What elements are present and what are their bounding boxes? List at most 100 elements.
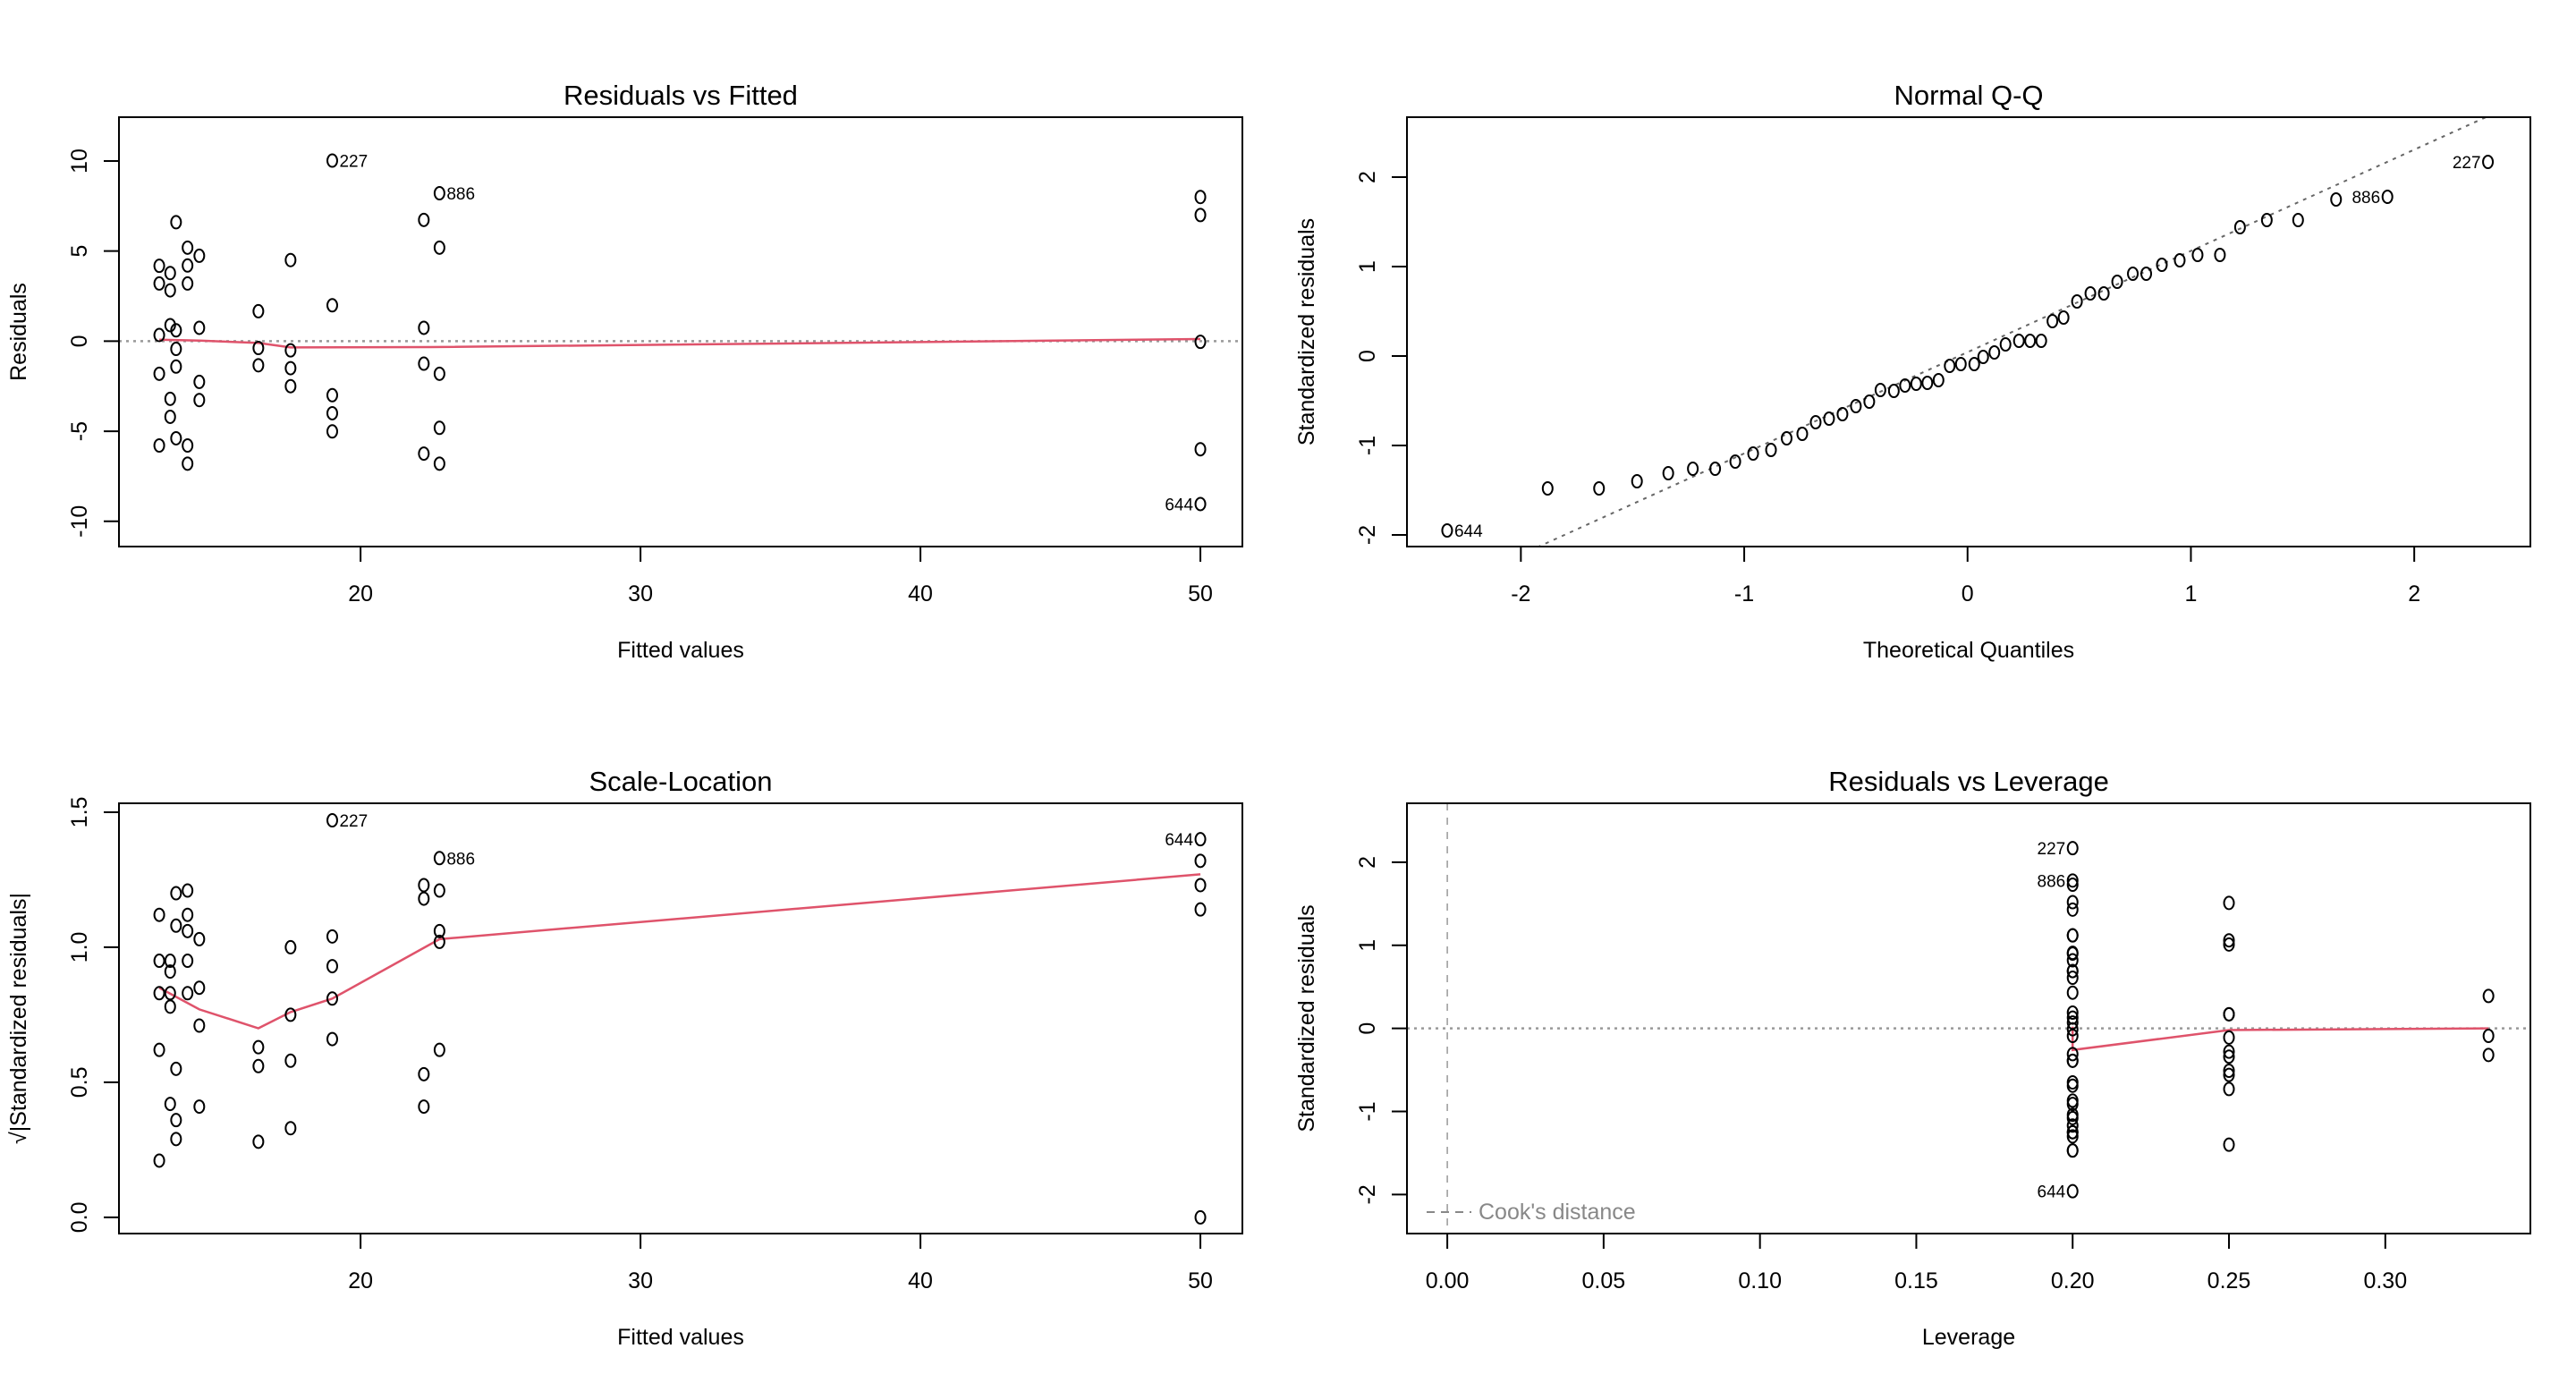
data-point: [170, 359, 182, 374]
data-point: [2066, 1107, 2079, 1123]
data-point: [164, 409, 176, 424]
data-point: [170, 1061, 182, 1076]
y-tick-label: -1: [1355, 436, 1380, 455]
cooks-distance-legend-label: Cook's distance: [1479, 1200, 1636, 1225]
data-point: [1968, 357, 1980, 371]
y-tick-label: -5: [67, 421, 92, 441]
data-point: [2223, 1067, 2235, 1082]
data-point: [2066, 953, 2079, 968]
data-point: [433, 420, 445, 436]
data-point: [433, 923, 445, 938]
data-point: [2046, 314, 2059, 328]
data-point: [2084, 286, 2097, 301]
data-point: [153, 986, 165, 1001]
outlier-label: 644: [1165, 496, 1193, 514]
data-point: [2330, 192, 2343, 207]
data-point: [1709, 462, 1722, 476]
data-point: [153, 1042, 165, 1057]
data-point: [193, 320, 206, 335]
data-point: [1194, 442, 1207, 457]
y-axis-label: Residuals: [6, 283, 31, 381]
data-point: [2156, 258, 2168, 272]
data-point: [2482, 988, 2495, 1004]
data-point: [2012, 334, 2025, 348]
data-point: [1850, 399, 1862, 413]
data-point: [418, 320, 430, 335]
plot-frame: [1406, 116, 2531, 547]
data-point: [1747, 446, 1759, 461]
data-point: [284, 252, 297, 267]
data-point: [1662, 466, 1674, 480]
data-point: [2223, 1006, 2235, 1022]
data-point: [2066, 946, 2079, 961]
outlier-label: 227: [339, 812, 368, 831]
data-point: [182, 258, 194, 273]
data-point: [164, 986, 176, 1001]
y-axis-label: Standardized residuals: [1294, 904, 1319, 1132]
data-point: [2292, 213, 2304, 227]
data-point: [170, 886, 182, 901]
data-point: [2035, 334, 2047, 348]
data-point: [418, 891, 430, 906]
data-point: [2174, 253, 2186, 267]
data-point: [1988, 345, 2001, 360]
data-point: [326, 424, 338, 439]
data-point: [164, 266, 176, 281]
x-tick-label: 1: [2185, 581, 2198, 606]
data-point: [252, 341, 265, 356]
data-point: [193, 1099, 206, 1115]
data-point: [2191, 248, 2204, 262]
x-tick-label: -2: [1511, 581, 1530, 606]
x-tick-label: 0.15: [1894, 1268, 1938, 1293]
y-tick-label: 1: [1355, 939, 1380, 952]
data-point: [2066, 971, 2079, 985]
data-point: [1863, 394, 1876, 409]
y-tick-label: -1: [1355, 1101, 1380, 1121]
data-point: [1780, 431, 1792, 445]
x-tick-label: 0.20: [2051, 1268, 2095, 1293]
data-point: [326, 959, 338, 974]
data-point: [1194, 1209, 1207, 1225]
y-tick-label: 10: [67, 148, 92, 174]
data-point: [284, 343, 297, 358]
data-point: [2127, 267, 2140, 281]
data-point: [153, 276, 165, 291]
data-point: [1944, 359, 1956, 373]
smoother-line: [159, 337, 1201, 349]
outlier-label: 886: [446, 850, 475, 869]
data-point: [418, 212, 430, 227]
data-point: [1631, 474, 1643, 488]
data-point: [418, 878, 430, 893]
outlier-label: 886: [2351, 189, 2380, 208]
y-axis-label: √|Standardized residuals|: [6, 893, 31, 1144]
data-point: [418, 1066, 430, 1081]
smoother-line: [158, 873, 1201, 1030]
data-point: [2066, 1183, 2079, 1199]
data-point: [2066, 1118, 2079, 1133]
data-point: [252, 358, 265, 373]
x-tick-label: 40: [908, 1268, 933, 1293]
data-point: [2214, 248, 2226, 262]
y-tick-label: 1: [1355, 260, 1380, 273]
data-point: [433, 240, 445, 255]
data-point: [2071, 294, 2083, 309]
data-point: [153, 327, 165, 343]
x-tick-label: 0.10: [1738, 1268, 1782, 1293]
data-point: [2066, 873, 2079, 888]
data-point: [1687, 462, 1699, 476]
data-point: [170, 1132, 182, 1147]
data-point: [326, 1031, 338, 1047]
data-point: [2066, 1129, 2079, 1144]
data-point: [2066, 878, 2079, 892]
data-point: [182, 954, 194, 969]
data-point: [433, 883, 445, 898]
data-point: [1887, 384, 1900, 398]
data-point: [182, 437, 194, 453]
normal-qq-panel: Normal Q-Q Theoretical Quantiles Standardi…: [1294, 80, 2531, 663]
data-point: [153, 259, 165, 274]
data-point: [170, 342, 182, 357]
data-point: [433, 366, 445, 381]
data-point: [2066, 902, 2079, 917]
data-point: [164, 999, 176, 1014]
data-point: [1910, 377, 1922, 391]
